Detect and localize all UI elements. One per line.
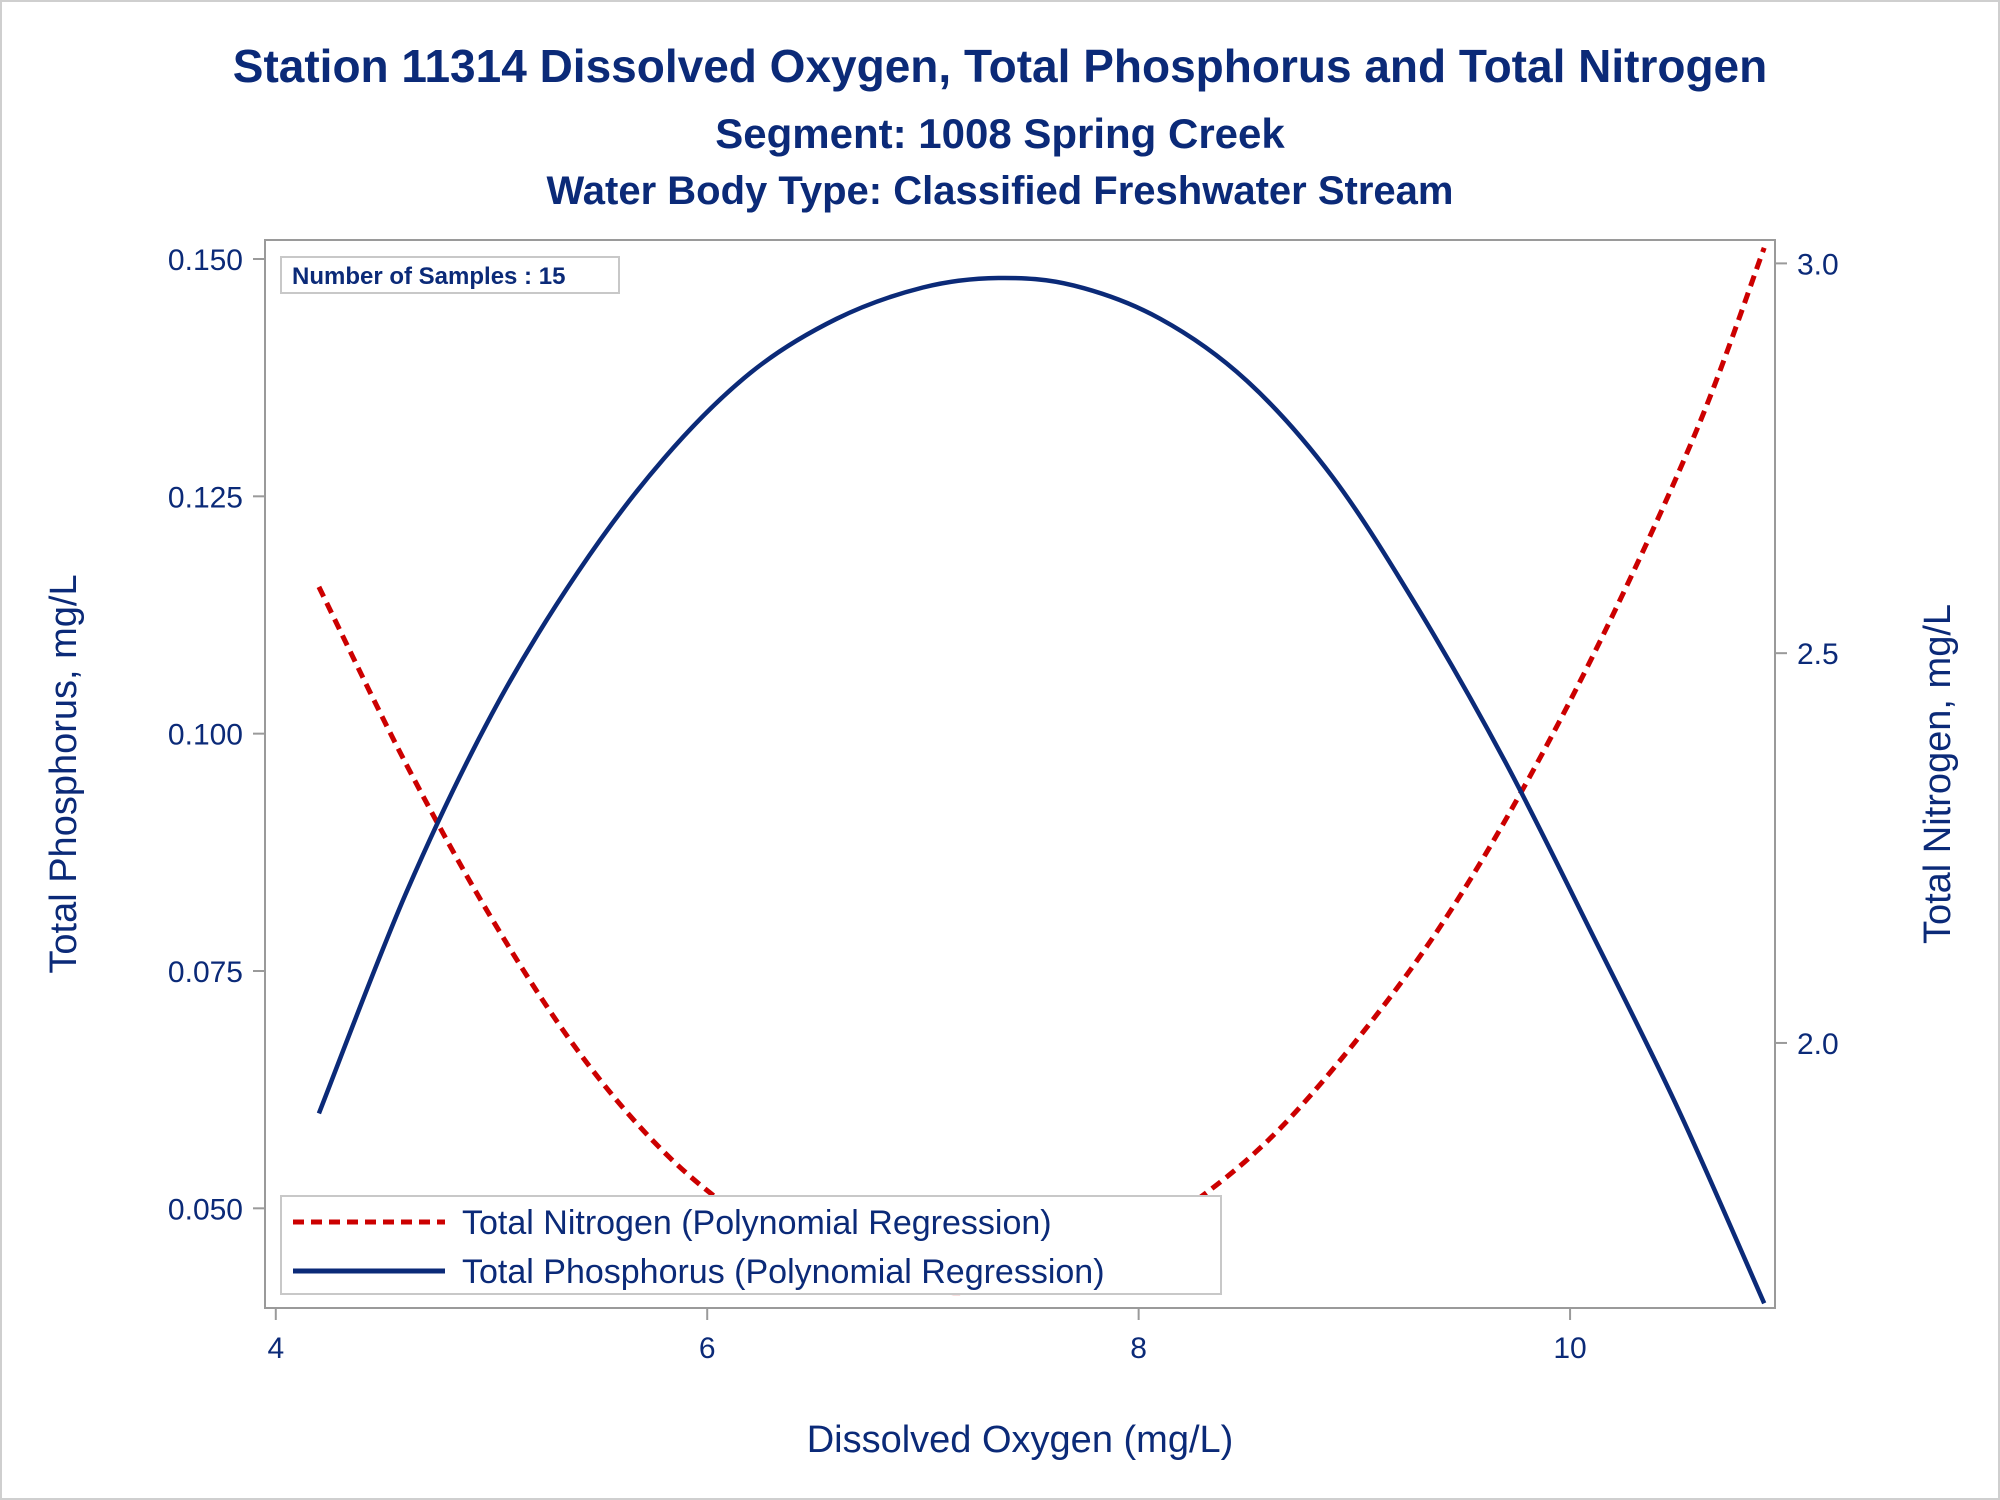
y-tick-label: 0.050 [168, 1193, 243, 1226]
x-tick-label: 4 [267, 1332, 284, 1365]
y-tick-label: 0.075 [168, 956, 243, 989]
total-nitrogen-line [316, 246, 1767, 1296]
y-tick-label: 0.150 [168, 244, 243, 277]
plot-area [264, 239, 1776, 1309]
legend-box [280, 1195, 1222, 1295]
y-axis-label: Total Phosphorus, mg/L [43, 574, 85, 973]
y-tick-label: 0.125 [168, 481, 243, 514]
total-phosphorus-line [316, 275, 1767, 1305]
y2-tick-label: 2.5 [1797, 638, 1839, 671]
chart-subtitle-2: Water Body Type: Classified Freshwater S… [547, 169, 1454, 213]
ticks-layer: 4 6 8 10 0.050 0.075 0.100 0.125 0.150 2.0 2.5 3.0 [168, 244, 1839, 1365]
chart-title: Station 11314 Dissolved Oxygen, Total Ph… [233, 40, 1767, 92]
x-tick-label: 8 [1130, 1332, 1147, 1365]
y2-axis-label: Total Nitrogen, mg/L [1917, 604, 1959, 944]
y2-tick-label: 2.0 [1797, 1028, 1839, 1061]
annotation-box [280, 256, 620, 294]
sample-count-annotation: Number of Samples : 15 [292, 263, 565, 290]
series-layer [316, 246, 1767, 1305]
legend-label: Total Nitrogen (Polynomial Regression) [462, 1204, 1052, 1242]
x-axis-label: Dissolved Oxygen (mg/L) [807, 1419, 1234, 1461]
legend-label: Total Phosphorus (Polynomial Regression) [462, 1253, 1105, 1291]
legend: Total Nitrogen (Polynomial Regression) To… [280, 1195, 1222, 1295]
y2-tick-label: 3.0 [1797, 248, 1839, 281]
x-tick-label: 6 [699, 1332, 716, 1365]
chart-subtitle: Segment: 1008 Spring Creek [715, 110, 1285, 157]
x-tick-label: 10 [1553, 1332, 1586, 1365]
y-tick-label: 0.100 [168, 719, 243, 752]
